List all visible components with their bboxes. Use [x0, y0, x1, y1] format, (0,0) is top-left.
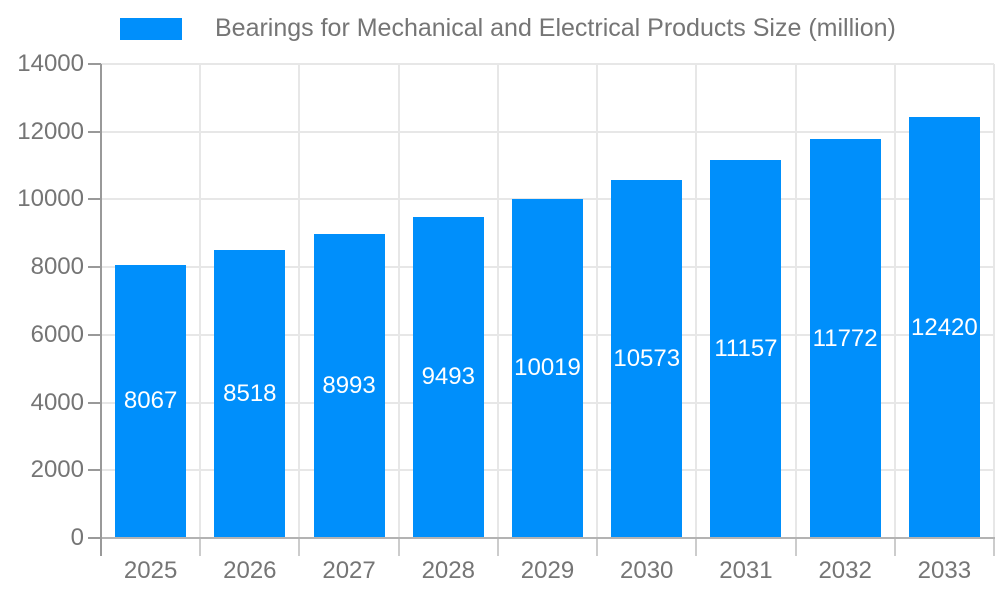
- y-axis-tick: [88, 63, 101, 65]
- y-axis-label: 14000: [17, 50, 84, 77]
- bar-value-label: 8993: [322, 371, 376, 399]
- y-axis-label: 4000: [30, 388, 84, 416]
- x-gridline: [298, 64, 301, 538]
- bar-value-label: 8518: [223, 379, 277, 407]
- x-gridline: [695, 64, 698, 538]
- x-axis-tick: [893, 538, 896, 556]
- y-axis-label: 8000: [30, 253, 84, 281]
- bar-2026[interactable]: [214, 249, 286, 538]
- bar-value-label: 11157: [714, 335, 778, 363]
- x-axis-line: [101, 537, 995, 539]
- bar-2029[interactable]: [512, 198, 583, 538]
- x-axis-tick: [298, 538, 301, 556]
- y-axis-line: [100, 64, 102, 556]
- bar-2028[interactable]: [412, 216, 484, 538]
- y-axis-tick: [88, 198, 101, 201]
- legend-label[interactable]: Bearings for Mechanical and Electrical P…: [215, 14, 896, 42]
- bar-2030[interactable]: [611, 180, 683, 538]
- bar-value-label: 10019: [514, 354, 581, 382]
- x-gridline: [496, 64, 499, 538]
- x-gridline: [397, 64, 400, 538]
- x-gridline: [199, 64, 202, 538]
- x-axis-label: 2026: [223, 557, 277, 584]
- x-axis-tick: [596, 538, 599, 556]
- x-axis-tick: [496, 538, 499, 556]
- y-axis-tick: [88, 333, 101, 336]
- y-axis-label: 2000: [30, 456, 84, 484]
- legend: Bearings for Mechanical and Electrical P…: [120, 14, 896, 43]
- bar-2032[interactable]: [809, 139, 881, 538]
- legend-swatch[interactable]: [120, 17, 182, 40]
- x-axis-label: 2033: [917, 557, 972, 584]
- y-axis-label: 12000: [17, 117, 84, 145]
- y-axis-label: 0: [70, 524, 84, 551]
- y-axis-tick: [88, 469, 101, 472]
- bar-value-label: 12420: [911, 313, 978, 341]
- y-axis-tick: [88, 537, 101, 539]
- y-gridline: [101, 130, 994, 133]
- y-axis-tick: [88, 130, 101, 133]
- x-axis-tick: [993, 538, 995, 556]
- x-axis-tick: [794, 538, 797, 556]
- y-axis-tick: [88, 401, 101, 404]
- y-axis-tick: [88, 266, 101, 269]
- bar-value-label: 9493: [421, 363, 475, 391]
- x-axis-label: 2030: [620, 557, 674, 584]
- bar-2025[interactable]: [115, 264, 187, 538]
- y-axis-label: 6000: [30, 320, 84, 348]
- x-axis-tick: [695, 538, 698, 556]
- y-gridline: [101, 63, 994, 65]
- x-axis-label: 2028: [421, 557, 475, 584]
- bar-2031[interactable]: [710, 160, 782, 538]
- x-axis-label: 2025: [123, 557, 178, 584]
- bar-2027[interactable]: [313, 233, 385, 538]
- bar-2033[interactable]: [908, 117, 980, 538]
- x-gridline: [893, 64, 896, 538]
- bar-value-label: 10573: [613, 345, 681, 372]
- x-axis-label: 2031: [719, 557, 773, 584]
- y-axis-label: 10000: [17, 185, 84, 213]
- x-gridline: [993, 64, 995, 538]
- bar-value-label: 8067: [123, 387, 178, 415]
- x-gridline: [794, 64, 797, 538]
- bar-value-label: 11772: [812, 324, 878, 352]
- x-gridline: [596, 64, 599, 538]
- x-axis-label: 2029: [520, 557, 575, 584]
- x-axis-tick: [397, 538, 400, 556]
- x-axis-label: 2027: [322, 557, 376, 584]
- x-axis-tick: [199, 538, 202, 556]
- x-axis-label: 2032: [818, 557, 872, 584]
